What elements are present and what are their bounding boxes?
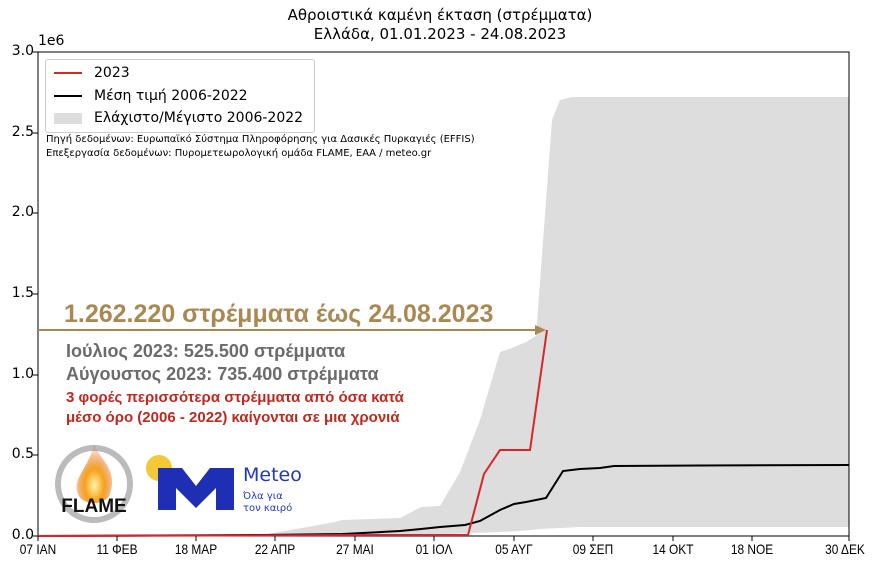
- meteo-brand-name: Meteo: [243, 464, 302, 486]
- x-tick-label: 07 ΙΑΝ: [19, 541, 57, 557]
- legend: 2023 Μέση τιμή 2006-2022 Ελάχιστο/Μέγιστ…: [45, 59, 315, 133]
- y-tick-label: 3.0: [11, 43, 34, 59]
- july-annotation: Ιούλιος 2023: 525.500 στρέμματα: [66, 341, 346, 361]
- legend-item-2023: 2023: [54, 62, 130, 84]
- x-tick-label: 05 ΑΥΓ: [495, 541, 533, 557]
- legend-item-mean: Μέση τιμή 2006-2022: [54, 85, 248, 107]
- svg-text:FLAME: FLAME: [61, 496, 126, 517]
- august-annotation: Αύγουστος 2023: 735.400 στρέμματα: [66, 364, 379, 384]
- note-line-2: μέσο όρο (2006 - 2022) καίγονται σε μια …: [66, 409, 400, 426]
- y-tick-label: 0.5: [11, 446, 34, 462]
- total-annotation: 1.262.220 στρέμματα έως 24.08.2023: [64, 300, 494, 328]
- legend-label: Ελάχιστο/Μέγιστο 2006-2022: [94, 110, 304, 126]
- y-tick-label: 0.0: [11, 527, 34, 543]
- arrow-head: [535, 325, 546, 335]
- x-tick-label: 27 ΜΑΙ: [336, 541, 374, 557]
- chart-subtitle: Ελλάδα, 01.01.2023 - 24.08.2023: [313, 25, 567, 43]
- x-tick-label: 30 ΔΕΚ: [825, 541, 865, 557]
- line-2023: [37, 329, 548, 537]
- x-tick-label: 11 ΦΕΒ: [96, 541, 138, 557]
- x-tick-label: 18 ΜΑΡ: [174, 541, 218, 557]
- x-ticks: [37, 536, 850, 541]
- note-line-1: 3 φορές περισσότερα στρέμματα από όσα κα…: [66, 389, 404, 406]
- meteo-tagline-line1: Όλα για: [243, 491, 283, 502]
- red-line-swatch-icon: [54, 72, 82, 74]
- data-processing-text: Επεξεργασία δεδομένων: Πυρομετεωρολογική…: [46, 148, 432, 159]
- y-tick-label: 1.0: [11, 366, 34, 382]
- legend-label: 2023: [94, 65, 130, 81]
- x-tick-label: 09 ΣΕΠ: [572, 541, 614, 557]
- y-ticks: [33, 51, 38, 537]
- x-tick-label: 18 ΝΟΕ: [730, 541, 774, 557]
- meteo-m-logo-icon: [158, 468, 234, 510]
- y-tick-label: 2.0: [11, 204, 34, 220]
- y-tick-label: 1.5: [11, 285, 34, 301]
- legend-item-minmax: Ελάχιστο/Μέγιστο 2006-2022: [54, 107, 303, 129]
- chart-title: Αθροιστικά καμένη έκταση (στρέμματα): [287, 6, 593, 24]
- black-line-swatch-icon: [54, 95, 82, 97]
- meteo-tagline: Όλα για τον καιρό: [243, 491, 292, 515]
- x-tick-label: 22 ΑΠΡ: [254, 541, 296, 557]
- y-axis-exponent: 1e6: [38, 33, 65, 49]
- x-tick-label: 14 ΟΚΤ: [652, 541, 694, 557]
- legend-label: Μέση τιμή 2006-2022: [94, 88, 248, 104]
- mean-line: [37, 464, 850, 537]
- min-max-band: [38, 97, 849, 536]
- data-source-text: Πηγή δεδομένων: Ευρωπαϊκό Σύστημα Πληροφ…: [46, 134, 475, 145]
- grey-patch-swatch-icon: [54, 112, 82, 124]
- x-tick-label: 01 ΙΟΛ: [415, 541, 453, 557]
- y-tick-label: 2.5: [11, 124, 34, 140]
- meteo-tagline-line2: τον καιρό: [243, 503, 293, 514]
- flame-logo-icon: FLAME: [55, 444, 133, 523]
